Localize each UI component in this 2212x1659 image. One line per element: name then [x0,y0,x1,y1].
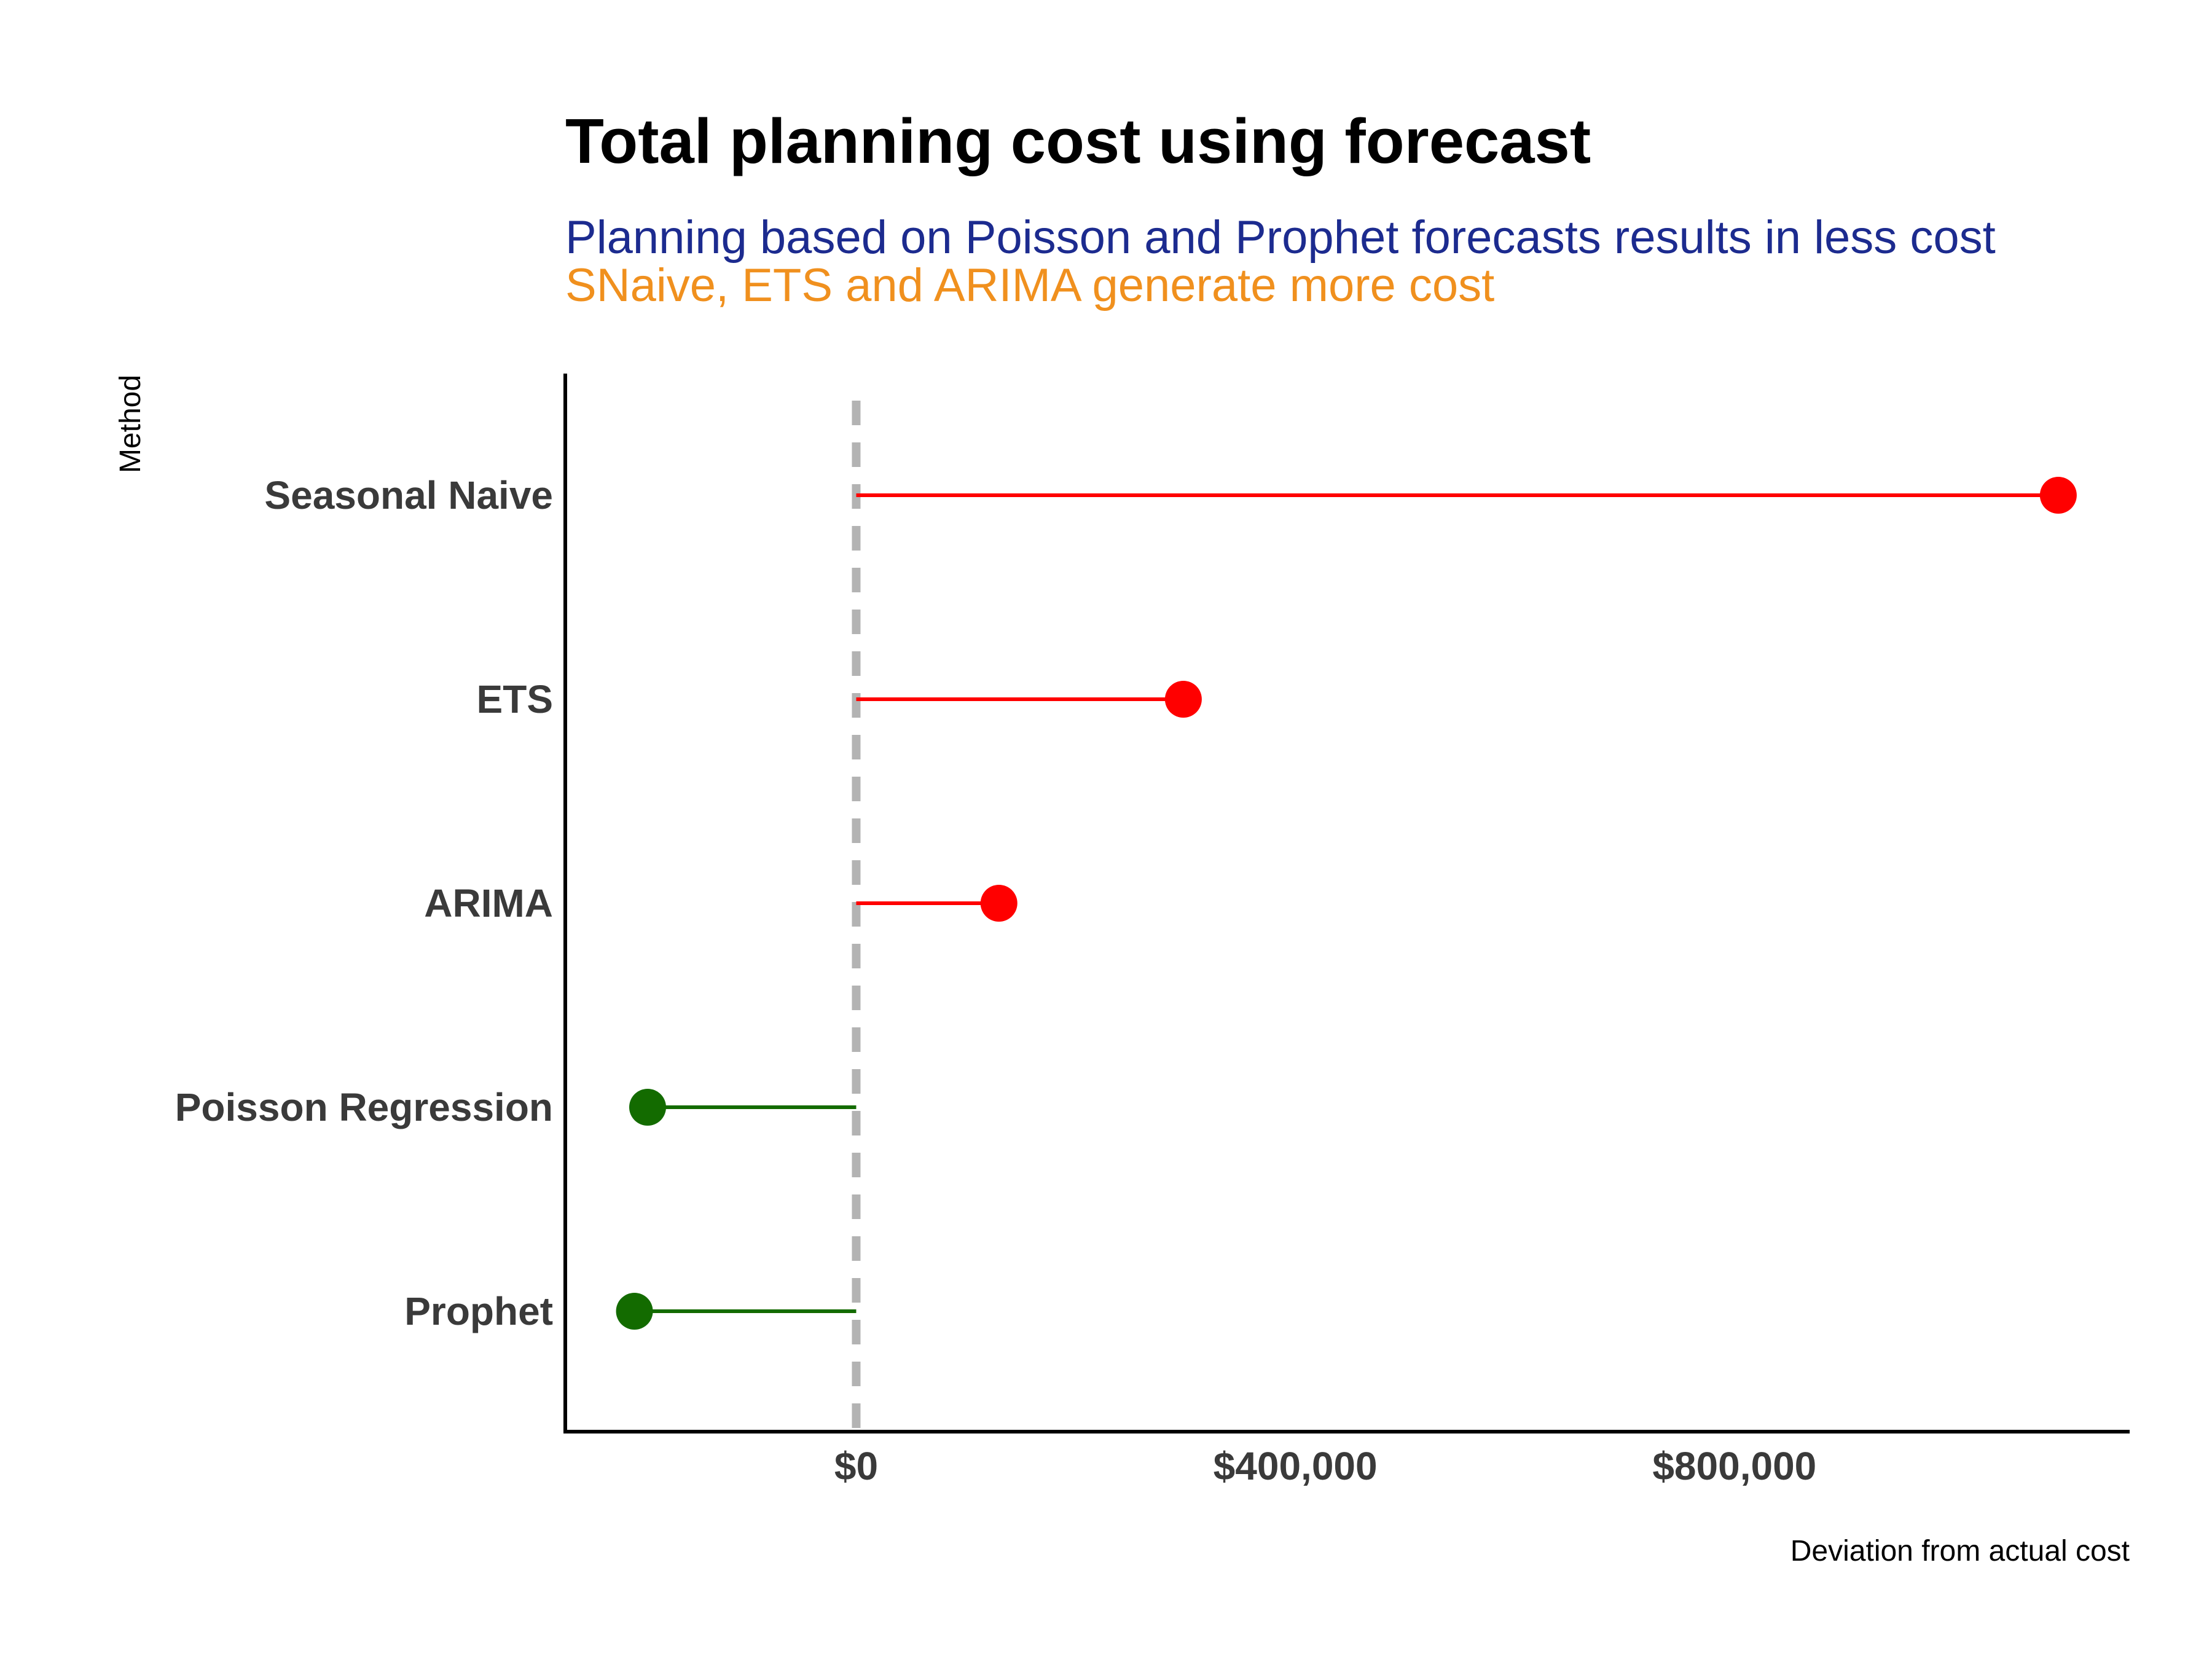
y-category-label: Seasonal Naive [264,473,553,517]
chart-title: Total planning cost using forecast [565,106,1591,176]
x-tick-label: $400,000 [1214,1444,1378,1488]
y-category-label: ARIMA [424,881,553,925]
lollipop-point [1164,681,1202,718]
lollipop-point [980,885,1018,922]
x-tick-label: $0 [834,1444,878,1488]
lollipop-point [629,1089,666,1126]
y-category-label: Poisson Regression [175,1085,553,1129]
chart-subtitle-line-2: SNaive, ETS and ARIMA generate more cost [565,259,1494,312]
x-tick-label: $800,000 [1652,1444,1816,1488]
lollipop-point [616,1293,653,1330]
y-axis-title: Method [114,375,147,473]
lollipop-point [2039,477,2077,514]
plot-area: $0 $400,000 $800,000 Seasonal Naive ETS ARIMA… [175,374,2130,1488]
y-category-label: ETS [477,677,553,721]
chart-subtitle-line-1: Planning based on Poisson and Prophet fo… [565,211,1996,264]
y-category-label: Prophet [404,1289,553,1333]
x-axis-title: Deviation from actual cost [1790,1535,2130,1567]
